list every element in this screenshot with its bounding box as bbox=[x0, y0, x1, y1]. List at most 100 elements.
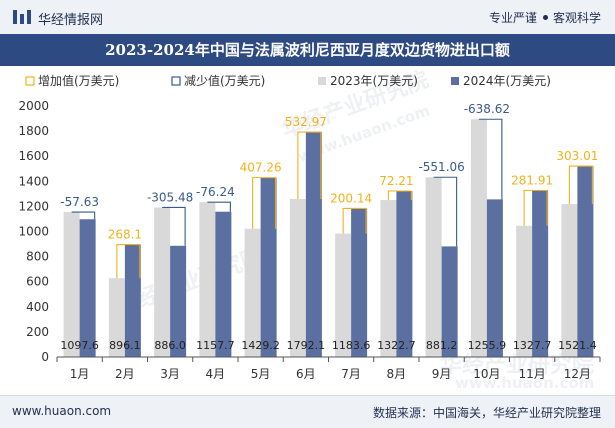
bar-2023 bbox=[516, 225, 533, 357]
increase-bracket bbox=[297, 131, 322, 199]
value-label-2024: 1255.9 bbox=[468, 339, 507, 352]
increase-bracket bbox=[342, 207, 367, 234]
y-tick-label: 400 bbox=[26, 300, 49, 314]
x-tick-label: 1月 bbox=[70, 367, 90, 381]
legend-swatch-4 bbox=[451, 77, 459, 85]
x-tick-label: 10月 bbox=[473, 367, 500, 381]
watermark-url-3: www.huaon.com bbox=[455, 374, 594, 392]
value-label-2024: 1322.7 bbox=[377, 339, 416, 352]
tagline-right: 客观科学 bbox=[552, 11, 601, 25]
value-label-2024: 1097.6 bbox=[60, 339, 99, 352]
bar-2023 bbox=[108, 278, 125, 357]
x-tick-label: 12月 bbox=[564, 367, 591, 381]
change-label: 407.26 bbox=[240, 161, 282, 175]
y-axis: 0 200 400 600 800 1000 1200 1400 1600 1800 2000 bbox=[18, 99, 49, 364]
bar-2023 bbox=[380, 200, 397, 357]
bar-2024 bbox=[124, 244, 141, 357]
legend-label-2: 减少值(万美元) bbox=[184, 73, 265, 88]
brand-name: 华经情报网 bbox=[38, 13, 104, 28]
y-tick-label: 200 bbox=[26, 325, 49, 339]
y-tick-label: 2000 bbox=[18, 99, 49, 113]
legend-swatch-3 bbox=[318, 77, 326, 85]
y-tick-label: 800 bbox=[26, 250, 49, 264]
y-tick-label: 1800 bbox=[18, 124, 49, 138]
bar-2023 bbox=[289, 198, 306, 357]
tagline-left: 专业严谨 bbox=[488, 11, 537, 25]
bar-chart: 华经产业研究院 www.huaon.com 华经产业研究院 华经产业研究院 ww… bbox=[18, 67, 601, 392]
value-label-2024: 881.2 bbox=[426, 339, 458, 352]
increase-bracket bbox=[252, 177, 277, 229]
change-label: 268.1 bbox=[108, 228, 142, 242]
x-tick-label: 8月 bbox=[387, 367, 407, 381]
value-label-2024: 1157.7 bbox=[196, 339, 235, 352]
x-tick-label: 9月 bbox=[432, 367, 452, 381]
site-url: www.huaon.com bbox=[12, 404, 112, 418]
bar-2023 bbox=[154, 207, 171, 357]
legend-label-3: 2023年(万美元) bbox=[330, 74, 418, 88]
x-tick-label: 11月 bbox=[518, 367, 545, 381]
change-label: -638.62 bbox=[464, 102, 510, 116]
legend-label-1: 增加值(万美元) bbox=[38, 73, 119, 88]
huajing-logo-icon bbox=[13, 10, 31, 24]
bar-2024 bbox=[215, 211, 232, 357]
bar-2023 bbox=[561, 204, 578, 357]
bar-2024 bbox=[79, 219, 96, 357]
change-label: 303.01 bbox=[556, 149, 598, 163]
bar-2024 bbox=[486, 199, 503, 357]
bar-2024 bbox=[577, 166, 594, 357]
y-tick-label: 1600 bbox=[18, 149, 49, 163]
bar-2024 bbox=[441, 246, 458, 357]
decrease-bracket bbox=[207, 201, 231, 212]
decrease-bracket bbox=[162, 206, 186, 246]
y-tick-label: 0 bbox=[41, 350, 49, 364]
bar-2024 bbox=[351, 208, 368, 357]
tagline: 专业严谨 客观科学 bbox=[489, 9, 601, 26]
bar-2023 bbox=[470, 119, 487, 357]
x-axis: 1月 2月 3月 4月 5月 6月 7月 8月 9月 10月 11月 12月 bbox=[56, 356, 601, 381]
increase-bracket bbox=[568, 165, 593, 205]
y-tick-label: 600 bbox=[26, 275, 49, 289]
change-label: -305.48 bbox=[147, 190, 193, 204]
x-tick-label: 4月 bbox=[206, 367, 226, 381]
change-label: 281.91 bbox=[511, 173, 553, 187]
bullet-icon bbox=[542, 15, 548, 20]
change-label: 532.97 bbox=[285, 115, 327, 129]
y-tick-label: 1200 bbox=[18, 199, 49, 213]
bars: -57.63 1097.6 268.1 896.1 -305.48 886.0 -76.24… bbox=[60, 102, 598, 357]
value-label-2024: 886.0 bbox=[154, 339, 186, 352]
footer-bar: www.huaon.com 数据来源：中国海关，华经产业研究院整理 bbox=[0, 395, 615, 428]
increase-bracket bbox=[116, 243, 141, 279]
bar-2024 bbox=[260, 177, 277, 357]
x-tick-label: 3月 bbox=[160, 367, 180, 381]
chart-title: 2023-2024年中国与法属波利尼西亚月度双边货物进出口额 bbox=[0, 34, 615, 66]
change-label: 72.21 bbox=[379, 174, 413, 188]
x-tick-label: 5月 bbox=[251, 367, 271, 381]
bar-2024 bbox=[532, 190, 549, 357]
legend-swatch-2 bbox=[171, 76, 181, 86]
increase-bracket bbox=[523, 189, 548, 226]
value-label-2024: 1183.6 bbox=[332, 339, 371, 352]
bar-2024 bbox=[396, 191, 413, 357]
y-tick-label: 1000 bbox=[18, 225, 49, 239]
legend-label-4: 2024年(万美元) bbox=[463, 74, 551, 88]
data-source: 数据来源：中国海关，华经产业研究院整理 bbox=[372, 406, 601, 420]
x-tick-label: 2月 bbox=[115, 367, 135, 381]
bar-2023 bbox=[63, 212, 80, 357]
change-label: -57.63 bbox=[60, 195, 99, 209]
decrease-bracket bbox=[433, 176, 458, 247]
change-label: -76.24 bbox=[196, 185, 235, 199]
legend: 增加值(万美元) 减少值(万美元) 2023年(万美元) 2024年(万美元) bbox=[25, 73, 551, 88]
value-label-2024: 1792.1 bbox=[287, 339, 326, 352]
increase-bracket bbox=[387, 190, 412, 201]
legend-swatch-1 bbox=[25, 76, 35, 86]
bar-2024 bbox=[170, 245, 187, 357]
x-tick-label: 6月 bbox=[296, 367, 316, 381]
x-tick-label: 7月 bbox=[341, 367, 361, 381]
value-label-2024: 1521.4 bbox=[558, 339, 597, 352]
change-label: -551.06 bbox=[418, 160, 464, 174]
bar-2023 bbox=[199, 202, 216, 357]
bar-2023 bbox=[425, 177, 442, 357]
bar-2023 bbox=[335, 233, 352, 357]
y-tick-label: 1400 bbox=[18, 174, 49, 188]
